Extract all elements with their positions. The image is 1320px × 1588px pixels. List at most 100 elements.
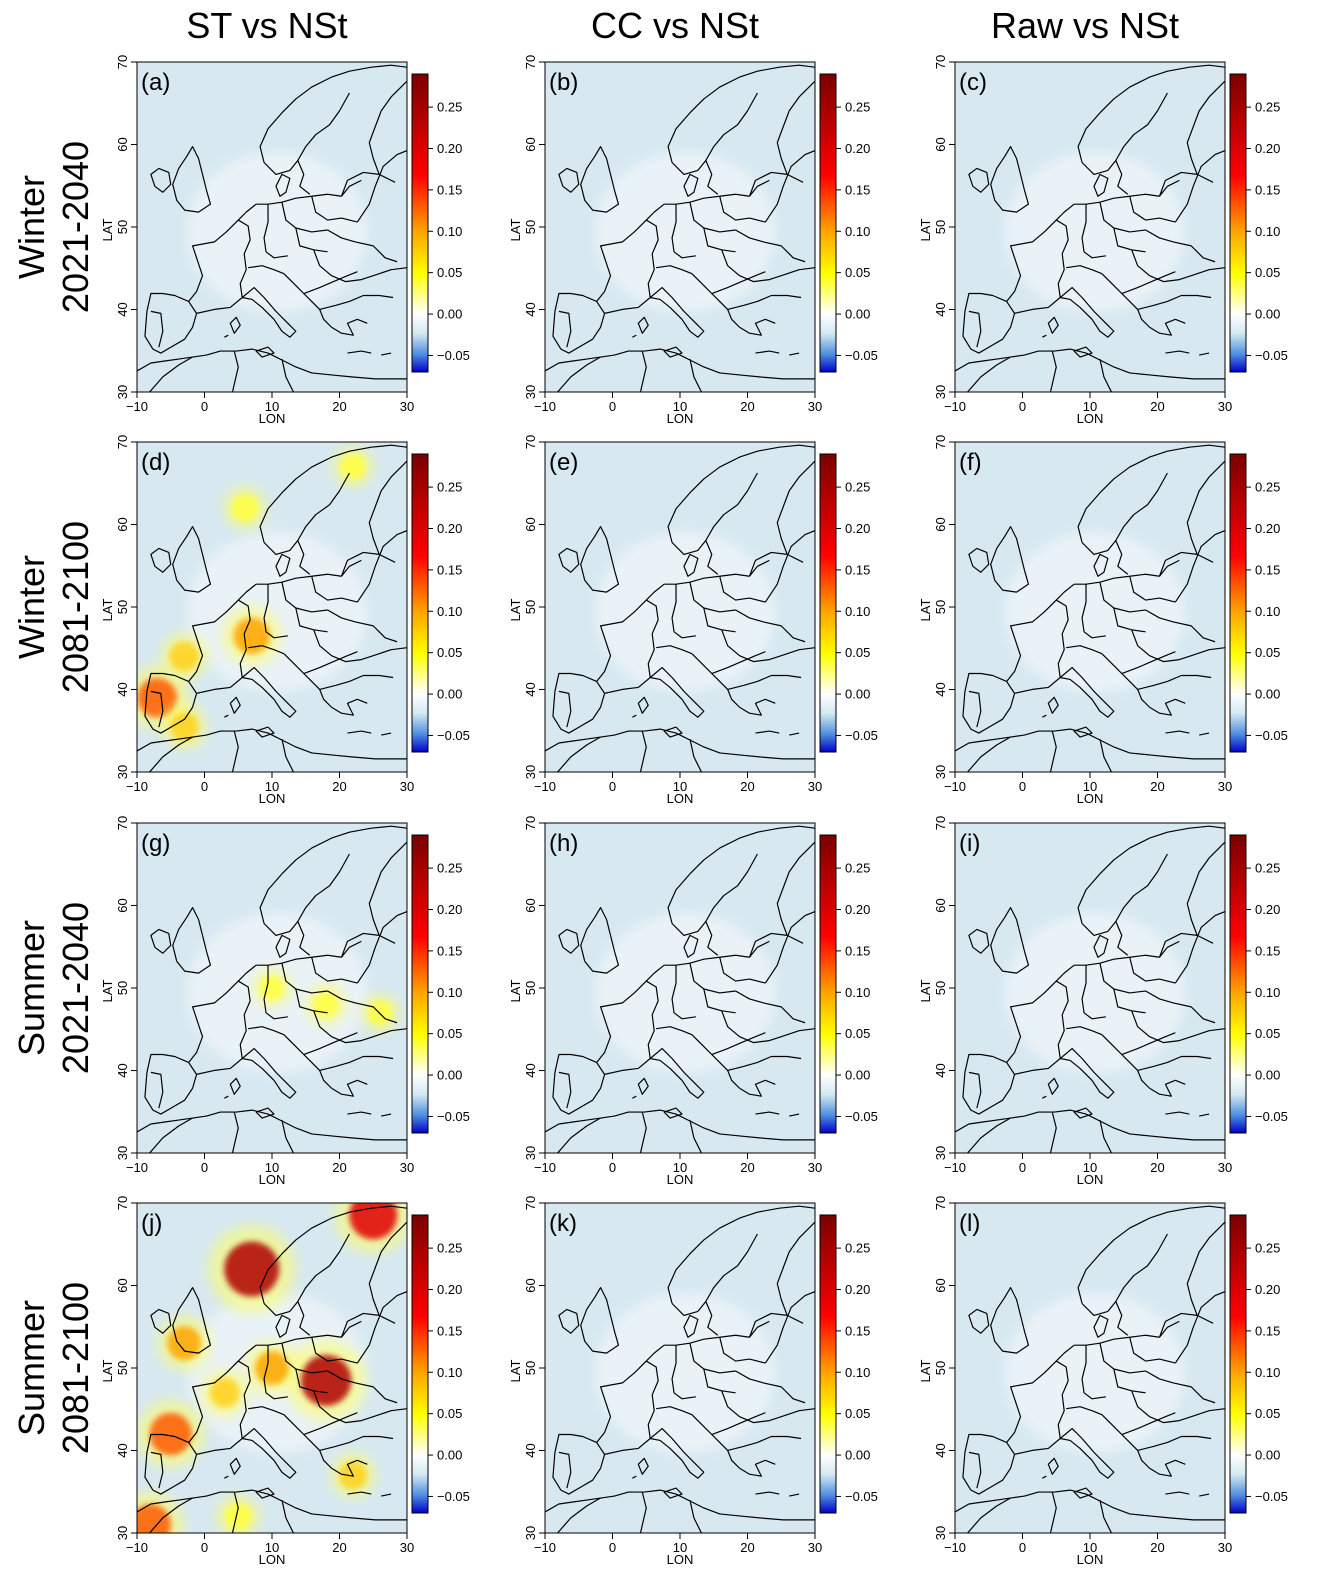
colorbar-tick-label: 0.20 (1255, 902, 1280, 917)
x-tick-label: 30 (400, 1540, 414, 1555)
y-tick-label: 50 (115, 220, 130, 234)
x-axis: −10 0 10 20 30 LON (126, 1153, 414, 1187)
anomaly-spot (340, 453, 366, 480)
x-tick-label: 30 (400, 1160, 414, 1175)
x-axis: −10 0 10 20 30 LON (944, 392, 1232, 426)
y-tick-label: 60 (115, 137, 130, 151)
colorbar-tick-label: 0.15 (1255, 1323, 1280, 1338)
colorbar-tick-label: 0.25 (845, 480, 870, 495)
colorbar-tick-label: 0.20 (845, 141, 870, 156)
x-tick-label: −10 (944, 399, 966, 414)
colorbar-tick-label: 0.15 (437, 943, 462, 958)
colorbar-tick-label: 0.20 (437, 141, 462, 156)
y-axis-label: LAT (100, 980, 115, 1003)
colorbar: −0.05 0.00 0.05 0.10 0.15 0.20 0.25 (1229, 73, 1288, 373)
map-panel-d: (d) −10 0 10 20 30 LON 30 40 50 60 70 LAT −0.05 0.00 0.… (100, 435, 470, 806)
colorbar-tick-label: 0.25 (437, 1241, 462, 1256)
colorbar: −0.05 0.00 0.05 0.10 0.15 0.20 0.25 (819, 73, 878, 373)
x-tick-label: −10 (126, 1160, 148, 1175)
x-axis-label: LON (1077, 1552, 1104, 1567)
colorbar-tick-label: 0.25 (437, 100, 462, 115)
y-tick-label: 40 (115, 1063, 130, 1077)
y-tick-label: 40 (933, 1443, 948, 1457)
x-tick-label: 20 (332, 399, 346, 414)
y-axis-label: LAT (508, 219, 523, 242)
colorbar-tick-label: 0.05 (437, 265, 462, 280)
colorbar-tick-label: 0.15 (437, 182, 462, 197)
anomaly-spot (209, 1377, 240, 1408)
anomaly-spot (224, 1503, 252, 1530)
x-axis-label: LON (1077, 791, 1104, 806)
anomaly-spot (231, 494, 259, 522)
x-tick-label: 30 (400, 399, 414, 414)
map-panel-i: (i) −10 0 10 20 30 LON 30 40 50 60 70 LAT −0.05 0.00 0.… (918, 816, 1288, 1187)
x-axis: −10 0 10 20 30 LON (534, 1533, 822, 1567)
row-period-4: 2081-2100 (55, 1282, 96, 1454)
colorbar-tick-label: −0.05 (437, 728, 470, 743)
y-tick-label: 70 (115, 435, 130, 449)
map-panel-b: (b) −10 0 10 20 30 LON 30 40 50 60 70 LAT −0.05 0.00 0.… (508, 55, 878, 426)
colorbar: −0.05 0.00 0.05 0.10 0.15 0.20 0.25 (819, 453, 878, 753)
panel-label: (e) (549, 449, 578, 476)
colorbar-tick-label: −0.05 (437, 1109, 470, 1124)
x-axis-label: LON (667, 1552, 694, 1567)
x-axis: −10 0 10 20 30 LON (534, 772, 822, 806)
colorbar-tick-label: 0.00 (845, 307, 870, 322)
colorbar-tick-label: 0.25 (437, 861, 462, 876)
x-tick-label: 0 (1019, 1540, 1026, 1555)
y-axis-label: LAT (100, 219, 115, 242)
map-panel-j: (j) −10 0 10 20 30 LON 30 40 50 60 70 LAT −0.05 0.00 0.… (100, 1196, 470, 1567)
colorbar-tick-label: −0.05 (845, 1489, 878, 1504)
y-tick-label: 70 (933, 55, 948, 69)
y-tick-label: 70 (115, 1196, 130, 1210)
colorbar-tick-label: 0.20 (1255, 521, 1280, 536)
x-tick-label: 0 (201, 1540, 208, 1555)
colorbar-tick-label: 0.25 (1255, 480, 1280, 495)
colorbar-tick-label: −0.05 (437, 348, 470, 363)
anomaly-spot (313, 991, 339, 1018)
anomaly-spot (167, 1326, 202, 1361)
row-period-3: 2021-2040 (55, 902, 96, 1074)
colorbar-gradient (1229, 73, 1247, 373)
colorbar-tick-label: 0.00 (1255, 687, 1280, 702)
colorbar-gradient (1229, 834, 1247, 1134)
y-axis-label: LAT (100, 599, 115, 622)
anomaly-spot (367, 1000, 393, 1025)
y-tick-label: 70 (115, 816, 130, 830)
x-tick-label: 20 (740, 399, 754, 414)
y-tick-label: 70 (933, 435, 948, 449)
y-axis: 30 40 50 60 70 LAT (508, 55, 545, 399)
x-tick-label: 10 (673, 779, 687, 794)
y-axis: 30 40 50 60 70 LAT (508, 435, 545, 779)
x-tick-label: 30 (1218, 1540, 1232, 1555)
map-panel-a: (a) −10 0 10 20 30 LON 30 40 50 60 70 LAT −0.05 0.00 0.… (100, 55, 470, 426)
x-tick-label: 20 (1150, 1160, 1164, 1175)
x-axis: −10 0 10 20 30 LON (126, 392, 414, 426)
colorbar-tick-label: 0.00 (845, 1448, 870, 1463)
colorbar-tick-label: −0.05 (845, 1109, 878, 1124)
y-axis-label: LAT (100, 1360, 115, 1383)
colorbar-tick-label: 0.25 (1255, 861, 1280, 876)
map-panel-h: (h) −10 0 10 20 30 LON 30 40 50 60 70 LAT −0.05 0.00 0.… (508, 816, 878, 1187)
y-tick-label: 50 (933, 981, 948, 995)
colorbar-tick-label: −0.05 (1255, 1109, 1288, 1124)
panel-label: (k) (549, 1210, 577, 1237)
y-tick-label: 70 (523, 55, 538, 69)
x-tick-label: 10 (673, 1160, 687, 1175)
x-tick-label: 10 (265, 1540, 279, 1555)
panel-label: (h) (549, 830, 578, 857)
y-tick-label: 30 (523, 385, 538, 399)
x-axis-label: LON (259, 1172, 286, 1187)
x-tick-label: 0 (1019, 399, 1026, 414)
x-tick-label: 10 (673, 399, 687, 414)
x-tick-label: 0 (1019, 779, 1026, 794)
colorbar-gradient (411, 834, 429, 1134)
panel-label: (g) (141, 830, 170, 857)
x-axis: −10 0 10 20 30 LON (944, 772, 1232, 806)
anomaly-spot (224, 1241, 280, 1297)
y-tick-label: 40 (523, 302, 538, 316)
row-season-1: Winter (11, 175, 52, 279)
y-tick-label: 70 (933, 816, 948, 830)
panel-label: (a) (141, 69, 170, 96)
